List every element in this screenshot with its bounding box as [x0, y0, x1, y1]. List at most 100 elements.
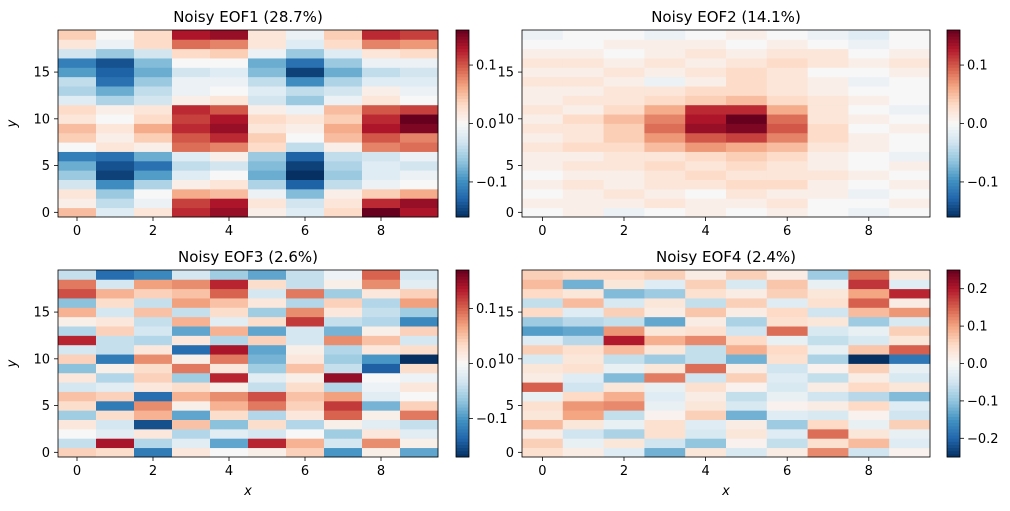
- colorbar-segment: [456, 89, 469, 93]
- colorbar-segment: [456, 185, 469, 190]
- heatmap-cell: [562, 279, 604, 290]
- heatmap-cell: [685, 410, 727, 420]
- heatmap-cell: [848, 363, 890, 374]
- heatmap-cell: [522, 207, 564, 218]
- x-tick-label: 6: [301, 464, 309, 479]
- heatmap-cell: [766, 123, 808, 134]
- heatmap-cell: [685, 114, 727, 124]
- heatmap-cell: [644, 335, 686, 346]
- heatmap-cell: [400, 142, 439, 152]
- heatmap-cell: [766, 372, 808, 383]
- heatmap-cell: [58, 114, 97, 124]
- heatmap-cell: [324, 391, 363, 402]
- heatmap-cell: [644, 400, 686, 411]
- heatmap-cell: [248, 170, 287, 180]
- colorbar-segment: [947, 419, 960, 424]
- heatmap-cell: [324, 170, 363, 180]
- colorbar-segment: [456, 182, 469, 187]
- colorbar-segment: [947, 379, 960, 383]
- heatmap-cell: [889, 298, 931, 308]
- heatmap-cell: [96, 372, 135, 383]
- heatmap-cell: [603, 86, 645, 96]
- colorbar-segment: [456, 351, 469, 355]
- heatmap-cell: [889, 132, 931, 143]
- colorbar-segment: [947, 329, 960, 333]
- heatmap-cell: [522, 67, 564, 78]
- heatmap-cell: [362, 391, 401, 402]
- heatmap-cell: [210, 207, 249, 218]
- heatmap-cell: [766, 391, 808, 402]
- heatmap-cell: [58, 335, 97, 346]
- colorbar-tick-label: 0.1: [476, 59, 497, 74]
- heatmap-cell: [362, 48, 401, 59]
- heatmap-cell: [58, 438, 97, 449]
- colorbar-segment: [456, 58, 469, 62]
- heatmap-cell: [134, 270, 173, 280]
- heatmap-cell: [58, 30, 97, 40]
- heatmap-cell: [324, 179, 363, 190]
- heatmap-cell: [96, 270, 135, 280]
- heatmap-cell: [522, 151, 564, 162]
- heatmap-cell: [644, 447, 686, 458]
- colorbar-segment: [456, 276, 469, 280]
- heatmap-cell: [807, 288, 849, 299]
- heatmap-cell: [726, 400, 768, 411]
- heatmap-cell: [400, 391, 439, 402]
- colorbar-segment: [947, 167, 960, 171]
- heatmap-cell: [685, 188, 727, 199]
- heatmap-cell: [362, 298, 401, 308]
- heatmap-cell: [848, 170, 890, 180]
- heatmap-cell: [210, 363, 249, 374]
- heatmap-cell: [848, 132, 890, 143]
- heatmap-cell: [766, 438, 808, 449]
- heatmap-cell: [807, 30, 849, 40]
- heatmap-cell: [522, 419, 564, 430]
- heatmap-cell: [603, 298, 645, 308]
- heatmap-cell: [248, 151, 287, 162]
- colorbar-segment: [947, 179, 960, 184]
- heatmap-cell: [210, 95, 249, 106]
- heatmap-cell: [400, 160, 439, 171]
- heatmap-cell: [134, 438, 173, 449]
- colorbar-segment: [947, 45, 960, 50]
- colorbar-segment: [947, 107, 960, 112]
- heatmap-cell: [58, 326, 97, 336]
- heatmap-cell: [562, 410, 604, 420]
- heatmap-cell: [766, 363, 808, 374]
- heatmap-cell: [248, 438, 287, 449]
- heatmap-cell: [210, 288, 249, 299]
- heatmap-cell: [685, 438, 727, 449]
- heatmap-cell: [726, 419, 768, 430]
- heatmap-cell: [889, 188, 931, 199]
- heatmap-cell: [286, 30, 325, 40]
- heatmap-cell: [889, 207, 931, 218]
- heatmap-cell: [400, 307, 439, 318]
- heatmap-cell: [848, 104, 890, 115]
- heatmap-cell: [210, 76, 249, 87]
- colorbar-segment: [947, 351, 960, 355]
- colorbar-segment: [456, 304, 469, 308]
- heatmap-cell: [58, 419, 97, 430]
- heatmap-cell: [685, 48, 727, 59]
- heatmap-cell: [807, 198, 849, 209]
- heatmap-cell: [172, 39, 211, 50]
- heatmap-cell: [726, 160, 768, 171]
- y-tick-label: 0: [506, 206, 514, 221]
- heatmap-cell: [522, 179, 564, 190]
- colorbar-segment: [456, 385, 469, 389]
- heatmap-cell: [889, 447, 931, 458]
- heatmap-cell: [685, 372, 727, 383]
- heatmap-cell: [562, 372, 604, 383]
- colorbar-segment: [456, 201, 469, 205]
- colorbar-segment: [947, 385, 960, 389]
- heatmap-cell: [324, 428, 363, 439]
- heatmap-cell: [562, 76, 604, 87]
- heatmap-cell: [522, 132, 564, 143]
- heatmap-cell: [848, 307, 890, 318]
- colorbar-segment: [456, 369, 469, 374]
- heatmap-cell: [562, 344, 604, 355]
- y-axis-label: y: [5, 359, 20, 368]
- heatmap-cell: [134, 132, 173, 143]
- heatmap-cell: [644, 123, 686, 134]
- colorbar-segment: [456, 164, 469, 168]
